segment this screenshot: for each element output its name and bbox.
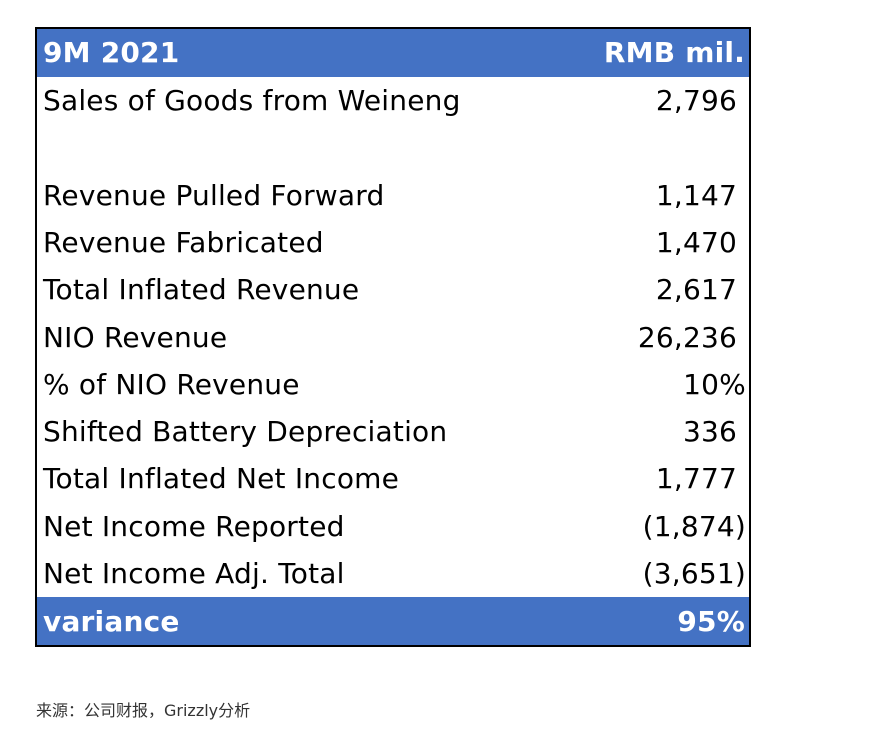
row-value: 10%: [683, 367, 746, 401]
row-value: 336: [682, 415, 737, 449]
table-row: Net Income Adj. Total (3,651): [37, 550, 749, 597]
row-value: 2,617: [655, 273, 737, 307]
table-row: Sales of Goods from Weineng 2,796: [37, 77, 749, 124]
footer-label: variance: [43, 604, 180, 638]
table-footer-row: variance 95%: [37, 597, 749, 646]
table-row-blank: [37, 124, 749, 171]
header-period-label: 9M 2021: [43, 36, 180, 70]
table-row: Net Income Reported (1,874): [37, 503, 749, 550]
row-label: Total Inflated Revenue: [43, 273, 360, 307]
row-label: Sales of Goods from Weineng: [43, 84, 461, 118]
row-label: % of NIO Revenue: [43, 367, 300, 401]
row-label: NIO Revenue: [43, 320, 228, 354]
footer-value: 95%: [677, 604, 745, 638]
table-row: Total Inflated Net Income 1,777: [37, 455, 749, 502]
row-value: 1,777: [655, 462, 737, 496]
row-label: Revenue Fabricated: [43, 225, 324, 259]
header-unit-label: RMB mil.: [603, 36, 745, 70]
financial-table: 9M 2021 RMB mil. Sales of Goods from Wei…: [35, 27, 751, 647]
row-value: 26,236: [637, 320, 737, 354]
row-value: (3,651): [642, 557, 746, 591]
row-value: (1,874): [642, 509, 746, 543]
table-row: NIO Revenue 26,236: [37, 313, 749, 360]
row-label: Revenue Pulled Forward: [43, 178, 385, 212]
table-row: Revenue Fabricated 1,470: [37, 219, 749, 266]
row-value: 2,796: [655, 84, 737, 118]
row-value: 1,470: [655, 225, 737, 259]
row-label: Net Income Adj. Total: [43, 557, 345, 591]
table-row: Total Inflated Revenue 2,617: [37, 266, 749, 313]
row-label: Net Income Reported: [43, 509, 345, 543]
row-label: Shifted Battery Depreciation: [43, 415, 448, 449]
table-row: Shifted Battery Depreciation 336: [37, 408, 749, 455]
table-header-row: 9M 2021 RMB mil.: [37, 29, 749, 77]
table-row: % of NIO Revenue 10%: [37, 361, 749, 408]
row-label: Total Inflated Net Income: [43, 462, 400, 496]
row-value: 1,147: [655, 178, 737, 212]
source-caption: 来源：公司财报，Grizzly分析: [36, 701, 251, 720]
table-row: Revenue Pulled Forward 1,147: [37, 172, 749, 219]
